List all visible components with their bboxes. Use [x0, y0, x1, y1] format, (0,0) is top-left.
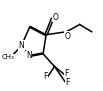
Text: F: F	[64, 69, 69, 78]
Text: N: N	[19, 41, 24, 50]
Text: F: F	[43, 72, 47, 81]
Text: O: O	[64, 32, 70, 41]
Text: F: F	[66, 78, 70, 87]
Text: CH₃: CH₃	[2, 55, 15, 61]
Text: O: O	[53, 13, 59, 22]
Text: N: N	[26, 51, 32, 60]
